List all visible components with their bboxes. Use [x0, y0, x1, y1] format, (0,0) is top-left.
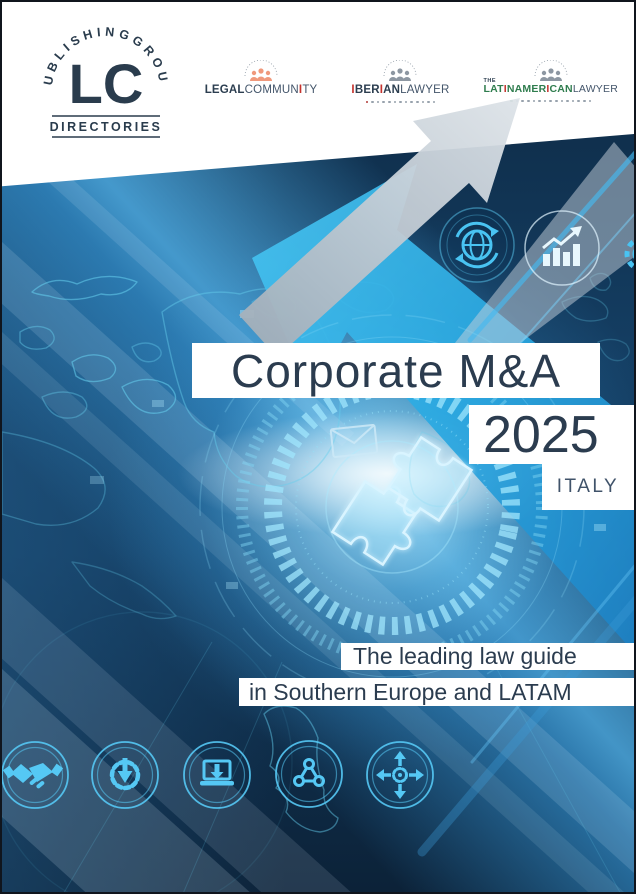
laptop-download-icon — [183, 741, 251, 809]
envelope-icon — [329, 423, 379, 459]
year-band: 2025 — [469, 405, 634, 464]
network-nodes-icon — [275, 740, 343, 808]
expand-arrows-icon — [366, 741, 434, 809]
iberian-lawyer-logo: IBERIANLAWYER — [351, 60, 450, 104]
latin-american-lawyer-logo: THE LATINAMERICANLAWYER — [483, 60, 618, 103]
gear-icon — [624, 238, 634, 270]
globe-sync-icon — [439, 207, 515, 283]
legalcommunity-wordmark: LEGALCOMMUNITY — [204, 84, 318, 96]
country-band: ITALY — [542, 464, 634, 510]
legalcommunity-emblem-icon — [244, 60, 278, 81]
gear-download-icon — [91, 741, 159, 809]
tagline-line2-band: in Southern Europe and LATAM — [239, 678, 634, 706]
legalcommunity-logo: LEGALCOMMUNITY — [205, 60, 318, 97]
latin-dots — [510, 99, 592, 103]
title-band: Corporate M&A — [192, 343, 600, 398]
publisher-monogram: LC — [69, 52, 144, 115]
publisher-logo: PUBLISHINGGROUP LC DIRECTORIES — [30, 6, 167, 138]
latin-american-lawyer-emblem-icon — [534, 60, 568, 81]
cover-country: ITALY — [556, 476, 620, 497]
iberian-lawyer-emblem-icon — [384, 60, 417, 81]
tagline-line2: in Southern Europe and LATAM — [249, 678, 572, 705]
iberian-lawyer-wordmark: IBERIANLAWYER — [351, 84, 450, 96]
handshake-icon — [2, 741, 69, 809]
cover-title: Corporate M&A — [230, 344, 561, 397]
publisher-directories-label: DIRECTORIES — [50, 120, 163, 134]
tagline-line1-band: The leading law guide — [341, 643, 634, 670]
cover-year: 2025 — [483, 405, 599, 464]
growth-chart-icon — [524, 210, 600, 286]
iberian-dots — [365, 100, 436, 104]
brand-logos-row: LEGALCOMMUNITY IBERIANLAWYER — [205, 60, 618, 104]
tagline-line1: The leading law guide — [353, 643, 577, 669]
latin-american-lawyer-wordmark: THE LATINAMERICANLAWYER — [483, 78, 618, 95]
